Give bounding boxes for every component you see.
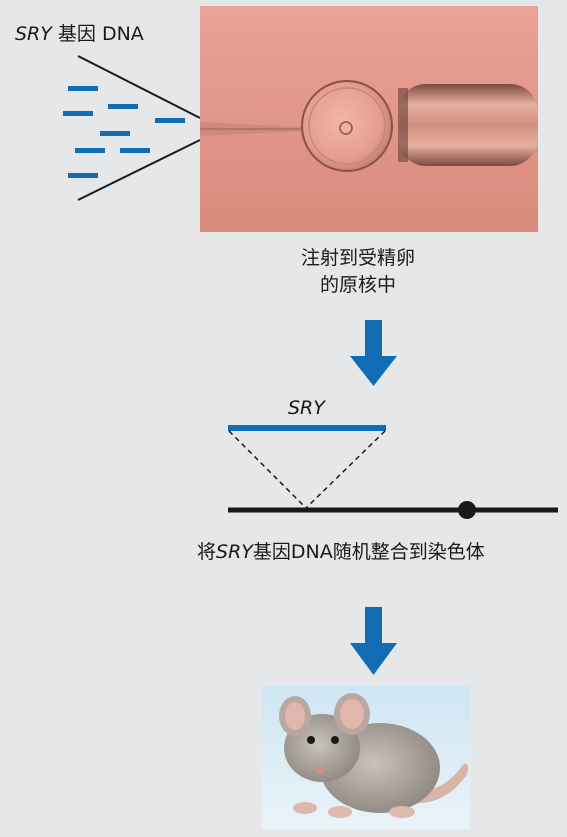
transgenic-mouse-photo (262, 686, 470, 829)
integration-gene: SRY (216, 541, 253, 563)
injection-caption-line1: 注射到受精卵 (300, 247, 415, 269)
microinjection-photo (200, 6, 538, 232)
down-arrow-icon (350, 320, 397, 386)
dna-fragment (68, 86, 98, 91)
fertilized-egg (301, 80, 393, 172)
dna-fragment (75, 148, 105, 153)
integration-prefix: 将 (197, 541, 217, 563)
centromere (458, 501, 476, 519)
dna-fragments-label: SRY 基因 DNA (15, 22, 144, 46)
dna-label-gene: SRY (15, 23, 52, 45)
integration-caption: 将SRY基因DNA随机整合到染色体 (197, 540, 485, 564)
insertion-guide-left (228, 430, 307, 509)
dna-fragment (120, 148, 150, 153)
sry-insert-label: SRY (288, 397, 325, 419)
dna-fragment (108, 104, 138, 109)
integration-suffix: 基因DNA随机整合到染色体 (252, 541, 485, 563)
dna-fragment (155, 118, 185, 123)
dna-fragments (63, 86, 185, 178)
injection-caption-line2: 的原核中 (319, 274, 396, 296)
dna-fragment (63, 111, 93, 116)
dna-fragment (68, 173, 98, 178)
insertion-guide-right (305, 430, 386, 509)
down-arrow-icon (350, 607, 397, 675)
pronucleus (339, 121, 353, 135)
dna-fragment (100, 131, 130, 136)
funnel-line-bottom (77, 139, 201, 201)
dna-label-rest: 基因 DNA (51, 23, 144, 45)
injection-caption: 注射到受精卵 的原核中 (268, 246, 448, 297)
funnel-line-top (77, 55, 201, 119)
